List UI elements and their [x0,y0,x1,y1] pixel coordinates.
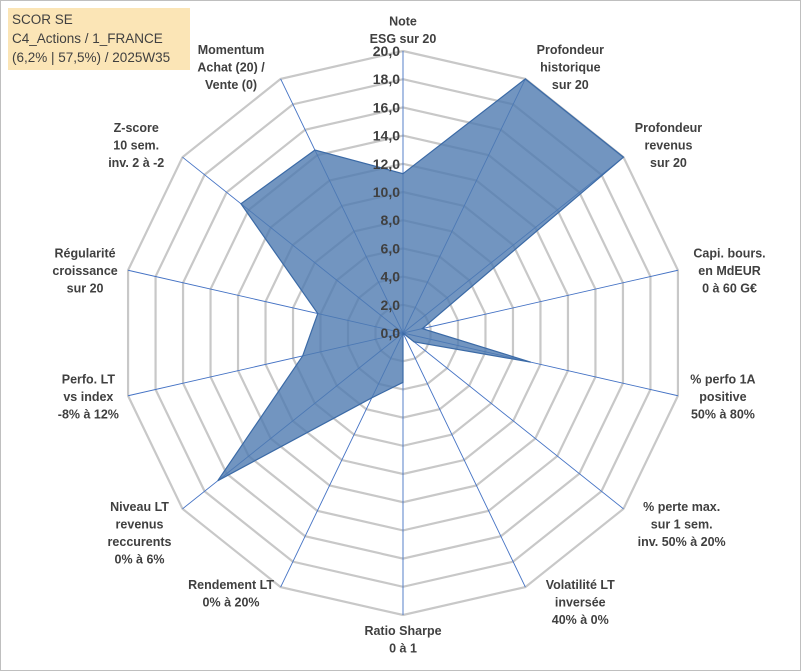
axis-label-line: Achat (20) / [197,60,265,74]
axis-label-line: 0% à 20% [203,596,260,610]
axis-label: Volatilité LT inversée 40% à 0% [546,578,615,627]
axis-spoke [402,269,679,334]
axis-label-line: en MdEUR [698,264,761,278]
axis-label-line: revenus [116,517,164,531]
axis-label-line: % perfo 1A [690,372,755,386]
tick-labels: 0,0 2,0 4,0 6,0 8,0 10,0 12,0 14,0 16,0 18,0 20,0 [373,43,400,341]
axis-label: % perfo 1A positive 50% à 80% [690,372,755,421]
axis-label-line: 40% à 0% [552,613,609,627]
axis-label-line: sur 20 [552,78,589,92]
company-name: SCOR SE [12,12,73,27]
tick-label: 16,0 [373,99,400,115]
category-label: C4_Actions / 1_FRANCE [12,31,163,46]
axis-label-line: Rendement LT [188,578,274,592]
axis-label-line: inv. 2 à -2 [108,156,164,170]
axis-label: Ratio Sharpe 0 à 1 [364,624,441,656]
axis-label-line: 50% à 80% [691,407,755,421]
axis-label-line: vs index [63,390,113,404]
axis-label-line: Niveau LT [110,500,169,514]
axis-label-line: 0 à 60 G€ [702,282,757,296]
axis-label-line: sur 20 [650,156,687,170]
axis-label-line: Momentum [198,43,265,57]
axis-label-line: reccurents [108,535,172,549]
axis-label-line: positive [699,390,746,404]
axis-label: Perfo. LT vs index -8% à 12% [58,372,119,421]
axis-labels: Note ESG sur 20 Profondeur historique sur 20… [52,15,765,656]
axis-spoke [402,332,624,510]
axis-label: Note ESG sur 20 [370,15,437,47]
chart-header: SCOR SE C4_Actions / 1_FRANCE (6,2% | 57… [8,8,190,70]
series-layer [217,78,625,482]
axis-label-line: 0% à 6% [115,552,165,566]
axis-label-line: 10 sem. [113,139,159,153]
axis-label: Profondeur historique sur 20 [537,43,604,92]
tick-label: 4,0 [381,269,401,285]
axis-label-line: Vente (0) [205,78,257,92]
axis-label: Capi. bours. en MdEUR 0 à 60 G€ [693,247,765,296]
tick-label: 14,0 [373,128,400,144]
axis-label: Profondeur revenus sur 20 [635,121,702,170]
axis-label-line: Note [389,15,417,29]
axis-label: Rendement LT 0% à 20% [188,578,274,610]
score-period-label: (6,2% | 57,5%) / 2025W35 [12,50,171,65]
axis-label-line: Régularité [55,247,116,261]
axis-label-line: 0 à 1 [389,642,417,656]
axis-label-line: Z-score [114,121,159,135]
axis-label-line: historique [540,60,600,74]
axis-label-line: Perfo. LT [62,372,116,386]
axis-label-line: Profondeur [635,121,702,135]
axis-label-line: -8% à 12% [58,407,119,421]
tick-label: 10,0 [373,184,400,200]
axis-label: % perte max. sur 1 sem. inv. 50% à 20% [638,500,726,549]
axis-label-line: Profondeur [537,43,604,57]
axis-label: Régularité croissance sur 20 [52,247,117,296]
axis-label-line: ESG sur 20 [370,32,437,46]
axis-label-line: inv. 50% à 20% [638,535,726,549]
axis-label-line: inversée [555,596,606,610]
axis-label-line: croissance [52,264,117,278]
axis-label-line: sur 20 [67,282,104,296]
tick-label: 0,0 [381,325,401,341]
axis-label-line: Volatilité LT [546,578,615,592]
tick-label: 2,0 [381,297,401,313]
tick-label: 12,0 [373,156,400,172]
axis-label: Momentum Achat (20) / Vente (0) [197,43,265,92]
axis-spoke [402,332,526,588]
axis-label-line: Ratio Sharpe [364,624,441,638]
tick-label: 18,0 [373,71,400,87]
tick-label: 8,0 [381,212,401,228]
axis-label-line: sur 1 sem. [651,517,713,531]
axis-label-line: revenus [644,139,692,153]
tick-label: 20,0 [373,43,400,59]
axis-label: Z-score 10 sem. inv. 2 à -2 [108,121,164,170]
axis-label-line: % perte max. [643,500,720,514]
tick-label: 6,0 [381,240,401,256]
axis-label: Niveau LT revenus reccurents 0% à 6% [108,500,172,566]
axis-label-line: Capi. bours. [693,247,765,261]
